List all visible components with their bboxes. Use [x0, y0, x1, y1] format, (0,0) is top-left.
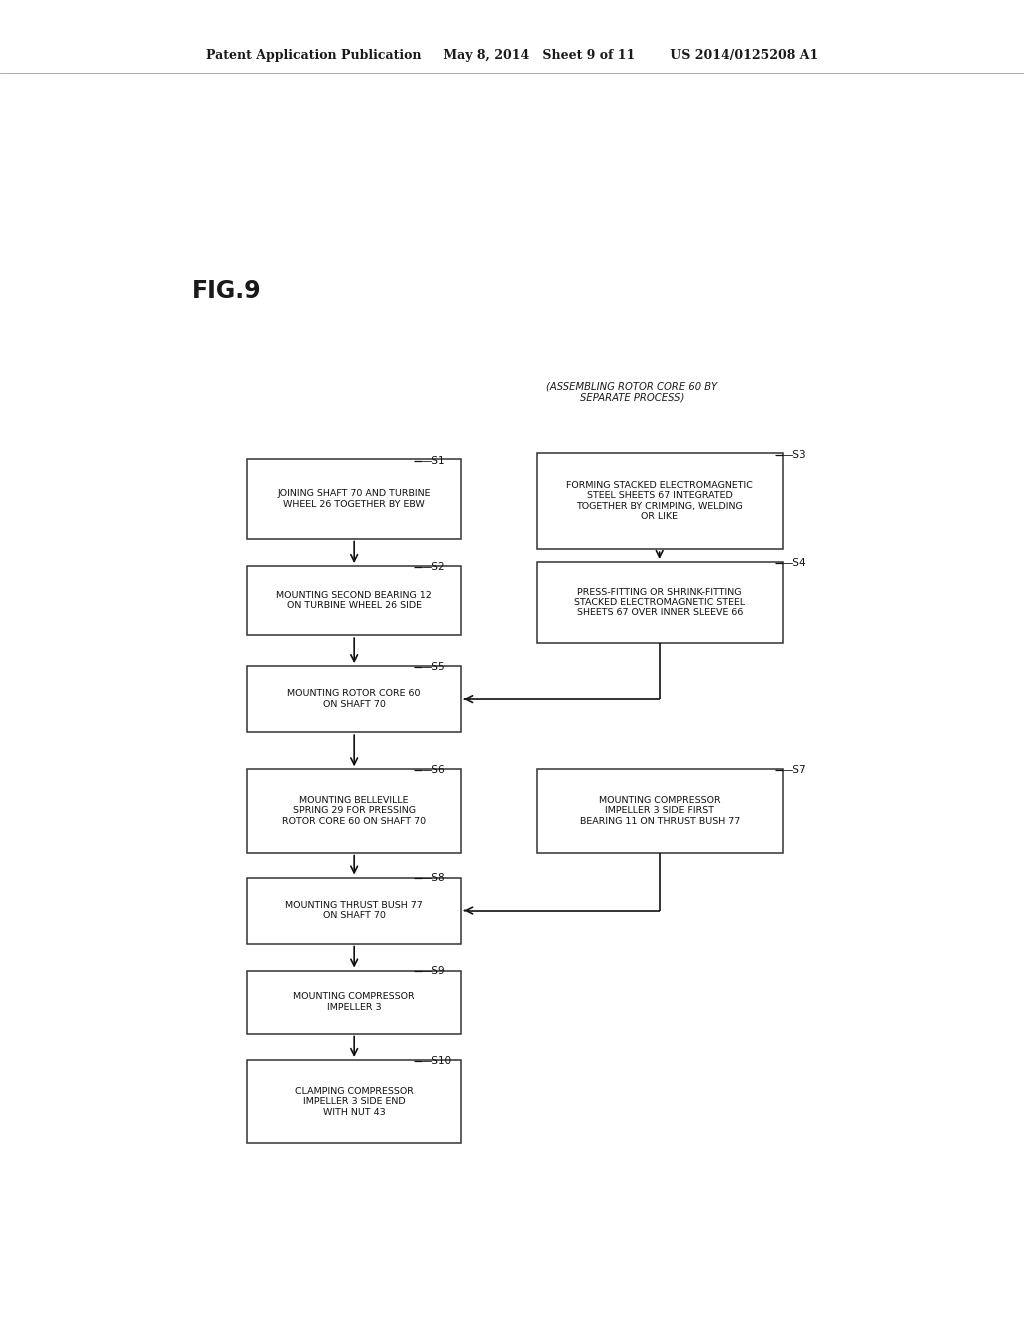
- Text: —S1: —S1: [422, 457, 445, 466]
- Text: MOUNTING COMPRESSOR
IMPELLER 3: MOUNTING COMPRESSOR IMPELLER 3: [293, 993, 415, 1011]
- FancyBboxPatch shape: [247, 878, 461, 944]
- FancyBboxPatch shape: [247, 459, 461, 539]
- Text: —S6: —S6: [422, 766, 445, 775]
- Text: MOUNTING COMPRESSOR
IMPELLER 3 SIDE FIRST
BEARING 11 ON THRUST BUSH 77: MOUNTING COMPRESSOR IMPELLER 3 SIDE FIRS…: [580, 796, 739, 826]
- FancyBboxPatch shape: [537, 453, 782, 549]
- FancyBboxPatch shape: [247, 970, 461, 1034]
- Text: —S10: —S10: [422, 1056, 452, 1067]
- Text: MOUNTING SECOND BEARING 12
ON TURBINE WHEEL 26 SIDE: MOUNTING SECOND BEARING 12 ON TURBINE WH…: [276, 591, 432, 610]
- Text: FORMING STACKED ELECTROMAGNETIC
STEEL SHEETS 67 INTEGRATED
TOGETHER BY CRIMPING,: FORMING STACKED ELECTROMAGNETIC STEEL SH…: [566, 480, 753, 521]
- Text: —S3: —S3: [782, 450, 806, 461]
- Text: PRESS-FITTING OR SHRINK-FITTING
STACKED ELECTROMAGNETIC STEEL
SHEETS 67 OVER INN: PRESS-FITTING OR SHRINK-FITTING STACKED …: [574, 587, 745, 618]
- FancyBboxPatch shape: [247, 667, 461, 733]
- Text: Patent Application Publication     May 8, 2014   Sheet 9 of 11        US 2014/01: Patent Application Publication May 8, 20…: [206, 49, 818, 62]
- FancyBboxPatch shape: [537, 770, 782, 853]
- FancyBboxPatch shape: [247, 566, 461, 635]
- Text: JOINING SHAFT 70 AND TURBINE
WHEEL 26 TOGETHER BY EBW: JOINING SHAFT 70 AND TURBINE WHEEL 26 TO…: [278, 490, 431, 508]
- Text: MOUNTING THRUST BUSH 77
ON SHAFT 70: MOUNTING THRUST BUSH 77 ON SHAFT 70: [286, 900, 423, 920]
- FancyBboxPatch shape: [537, 562, 782, 643]
- Text: —S9: —S9: [422, 965, 445, 975]
- Text: (ASSEMBLING ROTOR CORE 60 BY
SEPARATE PROCESS): (ASSEMBLING ROTOR CORE 60 BY SEPARATE PR…: [547, 381, 718, 403]
- FancyBboxPatch shape: [247, 1060, 461, 1143]
- Text: —S5: —S5: [422, 661, 445, 672]
- Text: —S4: —S4: [782, 558, 806, 568]
- Text: FIG.9: FIG.9: [191, 279, 261, 302]
- FancyBboxPatch shape: [247, 770, 461, 853]
- Text: MOUNTING ROTOR CORE 60
ON SHAFT 70: MOUNTING ROTOR CORE 60 ON SHAFT 70: [288, 689, 421, 709]
- Text: —S7: —S7: [782, 766, 806, 775]
- Text: CLAMPING COMPRESSOR
IMPELLER 3 SIDE END
WITH NUT 43: CLAMPING COMPRESSOR IMPELLER 3 SIDE END …: [295, 1086, 414, 1117]
- Text: —S8: —S8: [422, 873, 445, 883]
- Text: —S2: —S2: [422, 562, 445, 572]
- Text: MOUNTING BELLEVILLE
SPRING 29 FOR PRESSING
ROTOR CORE 60 ON SHAFT 70: MOUNTING BELLEVILLE SPRING 29 FOR PRESSI…: [283, 796, 426, 826]
